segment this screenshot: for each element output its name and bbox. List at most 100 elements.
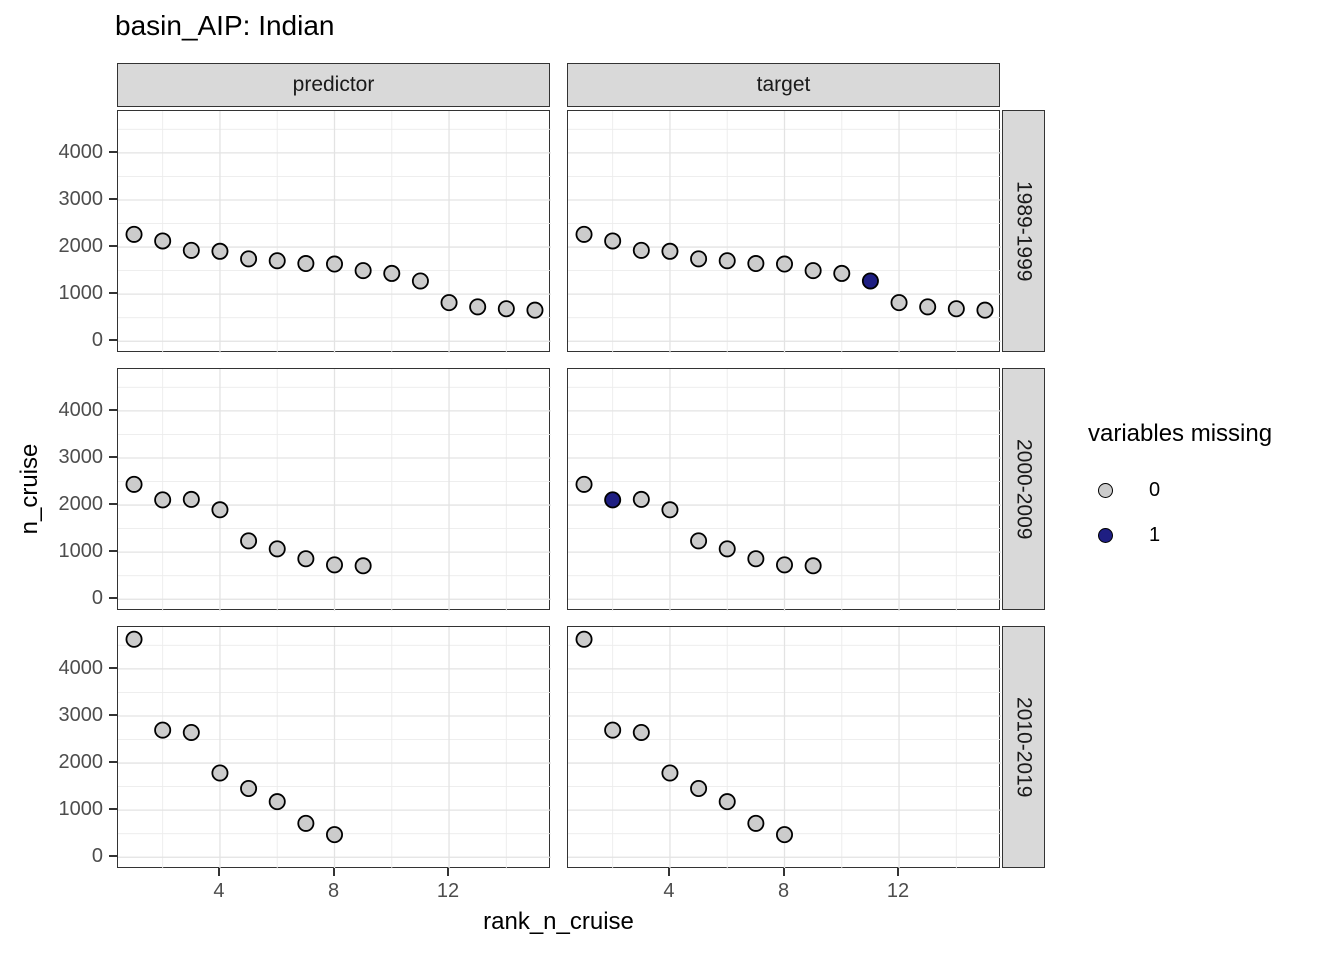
x-axis-tick-label: 12: [886, 880, 910, 902]
data-point: [632, 241, 650, 259]
facet-strip-target-label: target: [756, 73, 811, 96]
y-axis-tick-label: 1000: [58, 798, 104, 821]
data-point: [632, 723, 650, 741]
x-axis-tick-label: 8: [327, 880, 340, 902]
panel-target-1989-1999: [567, 110, 1001, 353]
panel-target-2010-2019: [567, 626, 1001, 869]
y-axis-tick-mark: [109, 761, 117, 764]
panel-target-2000-2009: [567, 368, 1001, 611]
y-axis-tick-label: 3000: [58, 703, 104, 726]
data-point: [469, 298, 487, 316]
y-axis-tick-label: 4000: [58, 398, 104, 421]
data-point: [526, 301, 544, 319]
data-point: [354, 262, 372, 280]
panel-predictor-2000-2009: [117, 368, 551, 611]
y-axis-tick-label: 2000: [58, 751, 104, 774]
facet-strip-2010-2019: 2010-2019: [1002, 626, 1045, 868]
data-point: [125, 630, 143, 648]
data-point: [240, 779, 258, 797]
legend-item-1: 1: [1086, 513, 1336, 558]
y-axis-tick-mark: [109, 197, 117, 200]
legend: variables missing 0 1: [1086, 420, 1336, 558]
data-point: [718, 793, 736, 811]
data-point: [690, 532, 708, 550]
data-point: [947, 300, 965, 318]
legend-item-1-label: 1: [1149, 524, 1161, 546]
y-axis-tick-mark: [109, 597, 117, 600]
data-point: [297, 814, 315, 832]
x-axis-tick-mark: [897, 868, 900, 876]
x-axis-tick-label: 8: [777, 880, 790, 902]
facet-strip-2000-2009-label: 2000-2009: [1012, 438, 1036, 540]
data-point: [354, 557, 372, 575]
data-point: [240, 532, 258, 550]
data-point: [211, 764, 229, 782]
legend-title: variables missing: [1088, 420, 1273, 447]
data-point: [182, 723, 200, 741]
y-axis-tick-label: 2000: [58, 493, 104, 516]
y-axis-tick-label: 4000: [58, 656, 104, 679]
facet-strip-target: target: [567, 63, 1000, 107]
y-axis-tick-label: 1000: [58, 540, 104, 563]
facet-strip-1989-1999: 1989-1999: [1002, 110, 1045, 352]
data-point: [804, 557, 822, 575]
panel-predictor-1989-1999: [117, 110, 551, 353]
x-axis-tick-mark: [782, 868, 785, 876]
panel-canvas: [118, 369, 551, 611]
data-point: [919, 298, 937, 316]
data-point: [775, 255, 793, 273]
y-axis-tick-mark: [109, 503, 117, 506]
y-axis-tick-mark: [109, 408, 117, 411]
data-point: [440, 294, 458, 312]
legend-item-0: 0: [1086, 468, 1336, 513]
data-point: [890, 294, 908, 312]
y-axis-tick-label: 0: [91, 845, 103, 868]
data-point: [154, 491, 172, 509]
y-axis-tick-label: 4000: [58, 140, 104, 163]
x-axis-title: rank_n_cruise: [483, 908, 634, 935]
x-axis-tick-label: 12: [436, 880, 460, 902]
plot-title: basin_AIP: Indian: [115, 10, 335, 41]
data-point: [747, 814, 765, 832]
data-point: [575, 225, 593, 243]
data-point: [211, 501, 229, 519]
data-point: [718, 252, 736, 270]
facet-strip-predictor-label: predictor: [292, 73, 375, 96]
data-point: [325, 556, 343, 574]
y-axis-tick-mark: [109, 455, 117, 458]
data-point: [604, 721, 622, 739]
data-point: [976, 301, 994, 319]
data-point: [661, 242, 679, 260]
data-point: [268, 540, 286, 558]
data-point: [604, 232, 622, 250]
data-point: [775, 556, 793, 574]
x-axis-tick-label: 4: [663, 880, 675, 902]
data-point: [297, 255, 315, 273]
data-point: [775, 826, 793, 844]
data-point: [690, 779, 708, 797]
panel-canvas: [568, 627, 1001, 869]
data-point: [690, 250, 708, 268]
y-axis-tick-label: 2000: [58, 235, 104, 258]
data-point: [833, 264, 851, 282]
data-point: [297, 550, 315, 568]
data-point: [718, 540, 736, 558]
data-point: [661, 501, 679, 519]
legend-swatch-navy-icon: [1098, 528, 1113, 543]
data-point: [747, 255, 765, 273]
y-axis-tick-mark: [109, 713, 117, 716]
panel-canvas: [118, 627, 551, 869]
y-axis-tick-mark: [109, 292, 117, 295]
facet-strip-2000-2009: 2000-2009: [1002, 368, 1045, 610]
y-axis-tick-label: 3000: [58, 187, 104, 210]
y-axis-tick-mark: [109, 808, 117, 811]
y-axis-tick-label: 3000: [58, 445, 104, 468]
data-point: [211, 242, 229, 260]
x-axis-tick-mark: [217, 868, 220, 876]
x-axis-tick-label: 4: [213, 880, 225, 902]
x-axis-tick-mark: [447, 868, 450, 876]
y-axis-tick-mark: [109, 245, 117, 248]
data-point: [154, 232, 172, 250]
data-point: [411, 272, 429, 290]
